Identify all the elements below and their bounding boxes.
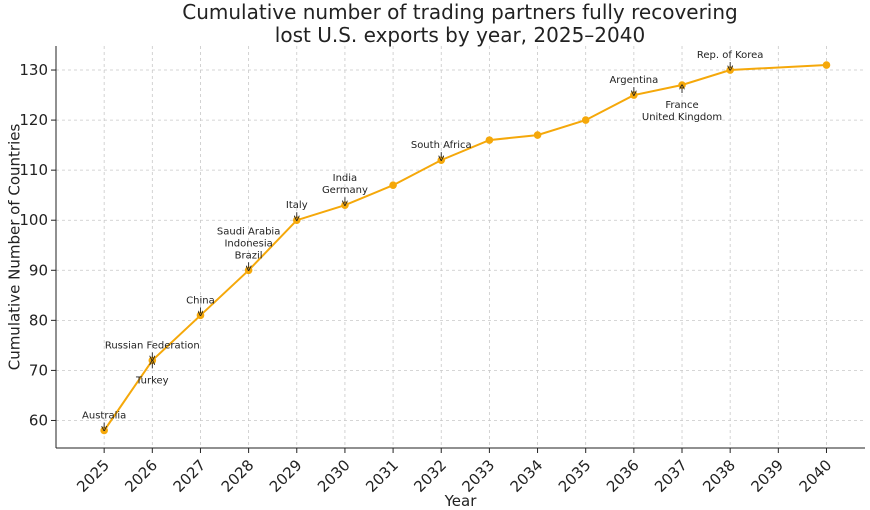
annotation-label: Brazil: [235, 250, 263, 261]
grid: [56, 46, 865, 448]
x-tick-label: 2032: [410, 456, 450, 496]
data-point: [822, 61, 831, 69]
y-tick-label: 120: [19, 111, 48, 129]
annotation-label: China: [186, 295, 215, 306]
annotation-label: France: [665, 100, 698, 111]
annotation: Turkey: [135, 362, 169, 386]
y-axis-label: Cumulative Number of Countries: [6, 124, 24, 371]
annotation-label: Turkey: [135, 375, 169, 386]
x-tick-label: 2028: [218, 456, 258, 496]
annotation-label: Rep. of Korea: [697, 50, 764, 61]
y-tick-label: 70: [29, 361, 48, 379]
chart-title: Cumulative number of trading partners fu…: [182, 0, 738, 47]
y-tick-label: 80: [29, 311, 48, 329]
axes: 60 70 80 90 100 110 120 130 2025 2026 2027 2028 2029…: [19, 46, 865, 496]
annotations: Australia Russian Federation Turkey China Sa…: [82, 50, 763, 428]
x-tick-label: 2030: [314, 456, 354, 496]
annotation-label: Italy: [286, 200, 308, 211]
x-tick-label: 2033: [458, 456, 498, 496]
annotation: Italy: [286, 200, 308, 218]
x-tick-label: 2031: [362, 456, 402, 496]
x-axis-label: Year: [444, 492, 478, 510]
annotation-label: Saudi Arabia: [217, 226, 280, 237]
y-tick-label: 60: [29, 411, 48, 429]
annotation-label: Russian Federation: [105, 340, 200, 351]
x-tick-label: 2036: [603, 456, 643, 496]
x-tick-label: 2027: [170, 456, 210, 496]
y-tick-label: 110: [19, 161, 48, 179]
y-tick-label: 130: [19, 61, 48, 79]
annotation-label: India: [333, 173, 358, 184]
annotation-label: Argentina: [609, 75, 658, 86]
annotation: Argentina: [609, 75, 658, 93]
x-tick-label: 2038: [699, 456, 739, 496]
annotation-label: South Africa: [411, 140, 472, 151]
data-point: [485, 136, 494, 144]
x-tick-label: 2035: [555, 456, 595, 496]
annotation-label: Australia: [82, 410, 126, 421]
x-tick-label: 2034: [507, 456, 547, 496]
chart-title-line: lost U.S. exports by year, 2025–2040: [275, 23, 645, 47]
data-point: [533, 131, 542, 139]
x-tick-label: 2037: [651, 456, 691, 496]
x-tick-label: 2026: [121, 456, 161, 496]
x-tick-label: 2025: [73, 456, 113, 496]
data-point: [389, 181, 397, 189]
annotation: South Africa: [411, 140, 472, 158]
annotation: Russian Federation: [105, 340, 200, 358]
annotation-label: Germany: [322, 185, 368, 196]
y-tick-label: 100: [19, 211, 48, 229]
y-tick-label: 90: [29, 261, 48, 279]
annotation: Australia: [82, 410, 126, 428]
data-point: [581, 116, 590, 124]
annotation: Rep. of Korea: [697, 50, 764, 68]
x-tick-label: 2039: [747, 456, 787, 496]
x-tick-label: 2040: [796, 456, 836, 496]
annotation-label: United Kingdom: [642, 112, 722, 123]
x-tick-label: 2029: [266, 456, 306, 496]
annotation: China: [186, 295, 215, 313]
chart-title-line: Cumulative number of trading partners fu…: [182, 0, 738, 24]
annotation-label: Indonesia: [224, 238, 272, 249]
